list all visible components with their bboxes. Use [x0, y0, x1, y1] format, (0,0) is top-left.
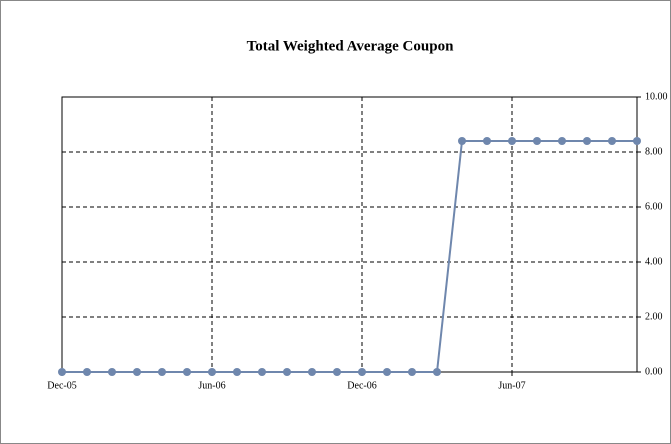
- marker: [383, 368, 391, 376]
- marker: [408, 368, 416, 376]
- marker: [83, 368, 91, 376]
- marker: [508, 137, 516, 145]
- x-tick-label: Jun-06: [198, 380, 225, 391]
- y-tick-label: 8.00: [645, 146, 663, 157]
- y-tick-label: 4.00: [645, 256, 663, 267]
- marker: [283, 368, 291, 376]
- marker: [608, 137, 616, 145]
- marker: [158, 368, 166, 376]
- x-tick-label: Dec-05: [47, 380, 76, 391]
- chart-title: Total Weighted Average Coupon: [247, 38, 454, 54]
- y-tick-label: 2.00: [645, 311, 663, 322]
- marker: [583, 137, 591, 145]
- y-tick-label: 6.00: [645, 201, 663, 212]
- marker: [458, 137, 466, 145]
- marker: [108, 368, 116, 376]
- x-tick-label: Jun-07: [498, 380, 525, 391]
- marker: [533, 137, 541, 145]
- marker: [333, 368, 341, 376]
- marker: [208, 368, 216, 376]
- marker: [58, 368, 66, 376]
- marker: [483, 137, 491, 145]
- marker: [633, 137, 641, 145]
- marker: [183, 368, 191, 376]
- marker: [358, 368, 366, 376]
- marker: [308, 368, 316, 376]
- marker: [558, 137, 566, 145]
- marker: [433, 368, 441, 376]
- x-tick-label: Dec-06: [347, 380, 376, 391]
- y-tick-label: 0.00: [645, 366, 663, 377]
- y-tick-label: 10.00: [645, 91, 668, 102]
- marker: [133, 368, 141, 376]
- marker: [233, 368, 241, 376]
- line: [62, 140, 637, 373]
- marker: [258, 368, 266, 376]
